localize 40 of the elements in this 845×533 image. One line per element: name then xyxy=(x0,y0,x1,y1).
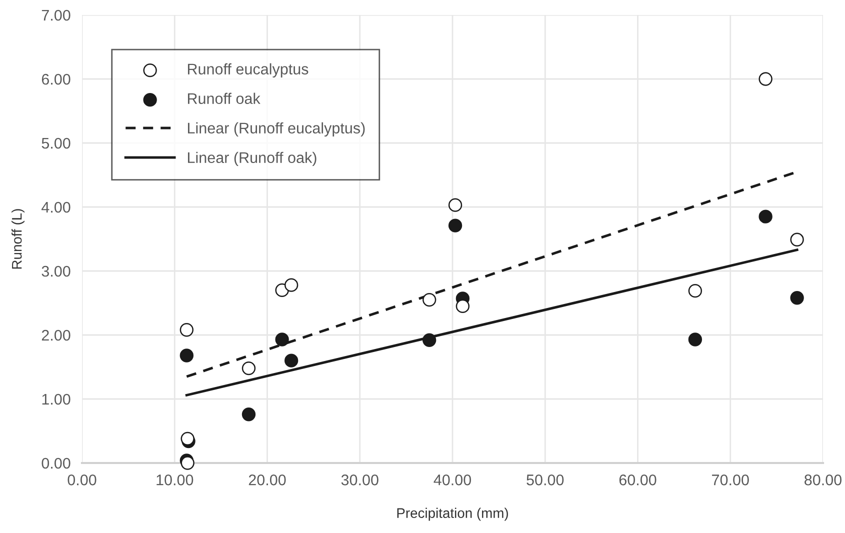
point xyxy=(448,198,462,212)
point xyxy=(284,278,298,292)
legend-label: Runoff eucalyptus xyxy=(188,63,308,78)
x-axis-title: Precipitation (mm) xyxy=(397,508,508,521)
x-tick-label: 50.00 xyxy=(526,474,564,486)
y-tick-label: 5.00 xyxy=(42,138,70,149)
x-tick-label: 80.00 xyxy=(804,474,842,486)
point xyxy=(790,291,804,305)
y-tick-label: 4.00 xyxy=(42,202,70,213)
y-tick-label: 3.00 xyxy=(42,266,70,277)
y-tick-label: 7.00 xyxy=(42,10,70,21)
x-tick-label: 10.00 xyxy=(156,474,194,486)
x-tick-label: 60.00 xyxy=(619,474,656,486)
x-tick-label: 70.00 xyxy=(712,474,749,486)
point xyxy=(688,332,702,346)
point xyxy=(180,456,194,470)
legend-label: Linear (Runoff oak) xyxy=(188,152,316,166)
point xyxy=(422,292,436,307)
point xyxy=(422,333,436,347)
y-tick-label: 2.00 xyxy=(42,330,70,341)
point xyxy=(758,72,772,86)
y-tick-label: 6.00 xyxy=(42,74,70,85)
point xyxy=(456,299,470,314)
x-tick-label: 0.00 xyxy=(68,474,96,486)
y-axis-title: Runoff (L) xyxy=(12,209,24,269)
x-tick-label: 20.00 xyxy=(248,474,286,486)
legend-label: Linear (Runoff eucalyptus) xyxy=(188,122,365,137)
y-tick-label: 0.00 xyxy=(42,458,70,469)
point xyxy=(275,332,289,346)
x-tick-label: 40.00 xyxy=(434,474,472,486)
point xyxy=(448,218,462,232)
point xyxy=(284,354,298,368)
point xyxy=(180,323,194,337)
y-tick-label: 1.00 xyxy=(42,394,70,405)
x-tick-label: 30.00 xyxy=(341,474,378,486)
point xyxy=(758,210,772,224)
legend-label: Runoff oak xyxy=(188,92,260,104)
point xyxy=(180,348,194,362)
point xyxy=(242,408,256,422)
point xyxy=(180,432,194,446)
